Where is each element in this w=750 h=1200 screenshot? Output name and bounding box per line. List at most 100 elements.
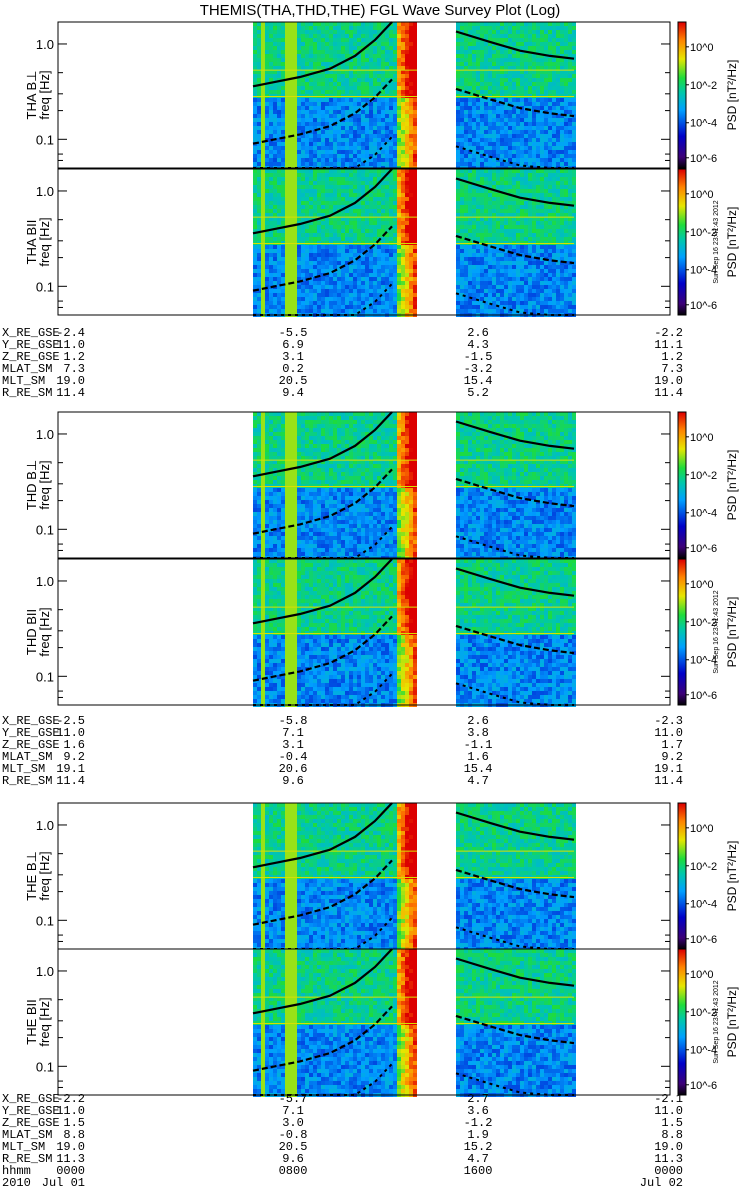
ephemeris-value: 9.6 [282,774,304,788]
spectrogram-panel-tha-0: 1.0 0.1 THA B⊥freq [Hz] 10^0 10^-2 10^-4 10^-6… [24,21,739,170]
ephemeris-value: 3.8 [467,726,489,740]
ephemeris-value: 9.4 [282,386,304,400]
colorbar-tick-label: 10^-2 [690,470,717,482]
ephemeris-value: -3.2 [464,362,493,376]
colorbar-tick-label: 10^-4 [690,1045,717,1057]
colorbar-tick-label: 10^-4 [690,265,717,277]
colorbar-tick-label: 10^-6 [690,543,717,555]
ephemeris-value: -2.4 [56,326,85,340]
ytick-label: 0.1 [36,279,54,294]
ephemeris-label: X_RE_GSE [2,714,60,728]
colorbar-tick-label: 10^-2 [690,617,717,629]
ephemeris-value: 1.2 [63,350,85,364]
ephemeris-value: 3.6 [467,1104,489,1118]
ephemeris-value: 8.8 [661,1128,683,1142]
ephemeris-value: -0.4 [279,750,308,764]
colorbar-label: PSD [nT²/Hz] [725,841,739,912]
ephemeris-value: 15.2 [464,1140,493,1154]
colorbar: 10^0 10^-2 10^-4 10^-6 PSD [nT²/Hz] Sun Sep 1… [677,168,739,316]
ytick-label: 1.0 [36,184,54,199]
spectrogram-panel-thd-2: 1.0 0.1 THD B⊥freq [Hz] 10^0 10^-2 10^-4 10^-6… [24,411,739,560]
colorbar-tick-label: 10^0 [690,42,714,54]
ephemeris-value: -2.2 [654,326,683,340]
ephemeris-value: 9.2 [63,750,85,764]
colorbar-tick-label: 10^-2 [690,80,717,92]
ephemeris-value: 11.3 [654,1152,683,1166]
ephemeris-value: 11.0 [654,1104,683,1118]
spectrogram-panel-the-4: 1.0 0.1 THE B⊥freq [Hz] 10^0 10^-2 10^-4 10^-6… [24,802,739,951]
ephemeris-label: MLT_SM [2,374,45,388]
ephemeris-value: 19.0 [654,374,683,388]
ephemeris-value: 11.0 [56,726,85,740]
colorbar-tick-label: 10^0 [690,579,714,591]
colorbar-tick-label: 10^0 [690,189,714,201]
colorbar-tick-label: 10^0 [690,432,714,444]
ephemeris-value: 19.0 [56,1140,85,1154]
ephemeris-value: 11.0 [654,726,683,740]
colorbar-label: PSD [nT²/Hz] [725,207,739,278]
ephemeris-label: R_RE_SM [2,386,52,400]
ephemeris-value: 4.7 [467,774,489,788]
colorbar-label: PSD [nT²/Hz] [725,60,739,131]
ephemeris-value: 11.1 [654,338,683,352]
ephemeris-value: -5.8 [279,714,308,728]
ephemeris-value: 11.4 [56,774,85,788]
ephemeris-value: 4.3 [467,338,489,352]
colorbar-tick-label: 10^-2 [690,861,717,873]
ephemeris-value: 1.9 [467,1128,489,1142]
ephemeris-label: R_RE_SM [2,1152,52,1166]
colorbar-tick-label: 10^-6 [690,153,717,165]
ephemeris-value: 1.5 [661,1116,683,1130]
ephemeris-value: 19.1 [56,762,85,776]
ephemeris-value: 6.9 [282,338,304,352]
ephemeris-value: 11.0 [56,1104,85,1118]
ephemeris-value: 2.7 [467,1092,489,1106]
colorbar-tick-label: 10^-6 [690,690,717,702]
ephemeris-value: 3.1 [282,738,304,752]
spectrogram-field [253,949,576,1097]
ytick-label: 0.1 [36,132,54,147]
colorbar-label: PSD [nT²/Hz] [725,597,739,668]
colorbar: 10^0 10^-2 10^-4 10^-6 PSD [nT²/Hz] [677,411,739,559]
ephemeris-label: Z_RE_GSE [2,350,60,364]
colorbar: 10^0 10^-2 10^-4 10^-6 PSD [nT²/Hz] [677,21,739,169]
ephemeris-value: 15.4 [464,374,493,388]
colorbar-tick-label: 10^-4 [690,508,717,520]
ephemeris-label: MLAT_SM [2,362,52,376]
colorbar-tick-label: 10^-6 [690,934,717,946]
ephemeris-value: 9.2 [661,750,683,764]
colorbar: 10^0 10^-2 10^-4 10^-6 PSD [nT²/Hz] Sun Sep 1… [677,948,739,1096]
ephemeris-label: Y_RE_GSE [2,726,60,740]
colorbar-tick-label: 10^-4 [690,118,717,130]
ytick-label: 1.0 [36,574,54,589]
colorbar-tick-label: 10^-2 [690,227,717,239]
ephemeris-value: 7.3 [661,362,683,376]
ytick-label: 0.1 [36,1059,54,1074]
ephemeris-value: 5.2 [467,386,489,400]
colorbar: 10^0 10^-2 10^-4 10^-6 PSD [nT²/Hz] [677,802,739,950]
ylabel-probe: THA BII [24,220,39,265]
ephemeris-value: 3.0 [282,1116,304,1130]
ylabel-freq: freq [Hz] [37,997,52,1046]
ephemeris-value: -2.3 [654,714,683,728]
ephemeris-label: MLT_SM [2,1140,45,1154]
ylabel-probe: THD B⊥ [24,460,39,510]
ephemeris-value: 19.0 [56,374,85,388]
ephemeris-value: 0000 [654,1164,683,1178]
ephemeris-value: 3.1 [282,350,304,364]
ephemeris-label: hhmm [2,1164,31,1178]
colorbar-tick-label: 10^-6 [690,300,717,312]
colorbar-tick-label: 10^-4 [690,899,717,911]
ylabel-probe: THE B⊥ [24,851,39,901]
ylabel-freq: freq [Hz] [37,70,52,119]
ylabel-probe: THE BII [24,999,39,1045]
colorbar-tick-label: 10^-4 [690,655,717,667]
ephemeris-label: Z_RE_GSE [2,738,60,752]
ephemeris-label: Y_RE_GSE [2,1104,60,1118]
ephemeris-value: 0800 [279,1164,308,1178]
